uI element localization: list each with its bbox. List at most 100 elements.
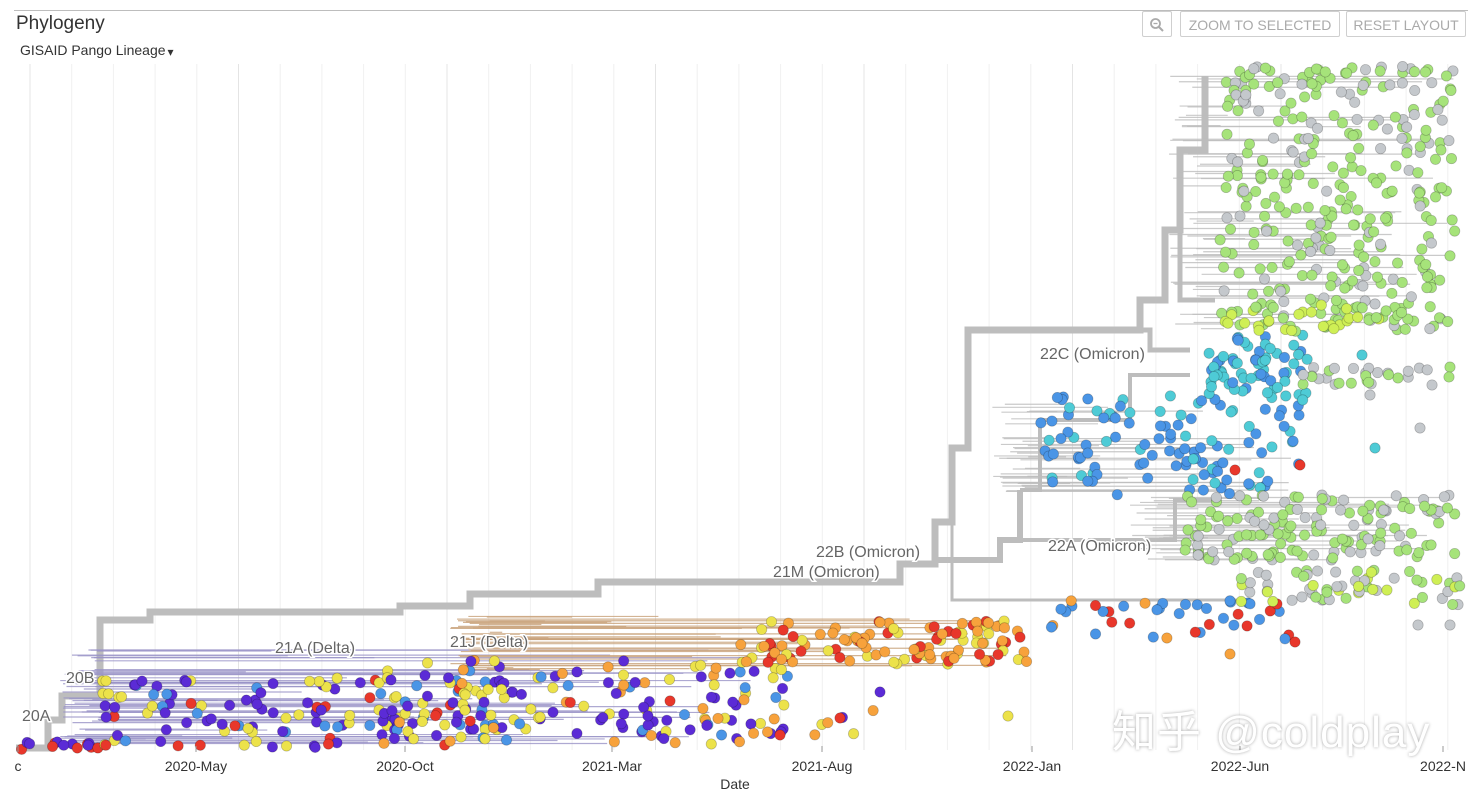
tree-tip (1287, 146, 1299, 158)
tree-tip (459, 689, 471, 701)
color-by-dropdown[interactable]: GISAID Pango Lineage ▾ (20, 42, 174, 59)
phylogeny-tree[interactable]: 20A 20B 21A (Delta) 21J (Delta) 21M (Omicron… (0, 60, 1472, 776)
tree-tip (1326, 210, 1338, 222)
tree-tip (1214, 234, 1226, 246)
tree-tip (159, 707, 171, 719)
tree-tip (1260, 197, 1272, 210)
tree-tip (1165, 428, 1177, 440)
tree-tip (1405, 527, 1417, 539)
tree-tip (617, 669, 630, 681)
tree-tip (1161, 632, 1173, 644)
zoom-button[interactable] (1142, 11, 1172, 37)
tree-tip (956, 617, 968, 629)
tree-tip (1383, 369, 1395, 381)
tree-tip (1353, 580, 1365, 592)
tree-tip (1338, 494, 1350, 506)
tree-tip (1232, 608, 1244, 620)
tree-tip (1223, 443, 1235, 455)
tree-tip (856, 637, 868, 649)
tree-tip (762, 726, 774, 738)
tree-tips[interactable] (16, 61, 1466, 755)
x-tick-label: 2021-Aug (792, 758, 853, 774)
tree-tip (748, 665, 760, 677)
grid-lines (29, 64, 1449, 750)
tree-tip (1187, 473, 1199, 486)
tree-tip (768, 713, 780, 725)
tree-tip (1293, 409, 1305, 421)
tree-tip (1279, 633, 1291, 645)
tree-tip (1250, 301, 1262, 313)
tree-tip (1369, 298, 1381, 310)
tree-tip (442, 672, 455, 684)
tree-tip (447, 697, 459, 709)
tree-tip (1432, 104, 1444, 116)
tree-tip (1272, 115, 1284, 127)
reset-layout-button[interactable]: RESET LAYOUT (1346, 11, 1466, 37)
tree-tip (952, 644, 965, 656)
tree-tip (1217, 457, 1229, 469)
tree-tip (1328, 323, 1340, 335)
tree-tip (1346, 275, 1359, 287)
tree-tip (1391, 257, 1404, 269)
tree-tip (556, 667, 568, 679)
tree-tip (795, 645, 807, 657)
tree-tip (364, 692, 376, 704)
tree-tip (46, 740, 59, 752)
tree-tip (1180, 430, 1192, 442)
tree-tip (618, 708, 630, 720)
zoom-to-selected-button[interactable]: ZOOM TO SELECTED (1180, 11, 1340, 37)
tree-tip (1224, 223, 1237, 235)
tree-tip (1437, 95, 1449, 107)
tree-tip (1365, 566, 1377, 578)
tree-tip (1408, 109, 1420, 121)
tree-tip (277, 725, 289, 738)
tree-tip (645, 729, 657, 742)
tree-tip (908, 644, 920, 656)
tree-tip (1063, 402, 1076, 414)
tree-tip (180, 676, 192, 688)
tree-tip (1319, 204, 1331, 217)
tree-tip (1425, 214, 1437, 226)
tree-tip (775, 653, 788, 665)
clade-label: 22B (Omicron) (816, 544, 920, 561)
tree-tip (1399, 323, 1411, 335)
tree-tip (1330, 294, 1342, 306)
tree-tip (1091, 405, 1103, 417)
tree-tip (1254, 263, 1266, 275)
tree-tip (1307, 579, 1319, 592)
tree-tip (1271, 381, 1284, 393)
tree-tip (464, 715, 476, 727)
tree-tip (1341, 67, 1353, 79)
tree-tip (1146, 449, 1158, 461)
tree-tip (1363, 376, 1375, 388)
tree-tip (1409, 84, 1421, 97)
tree-tip (439, 719, 451, 731)
tree-tip (1291, 239, 1304, 251)
tree-tip (1381, 584, 1393, 596)
tree-tip (1231, 512, 1243, 525)
tree-tip (1255, 368, 1267, 380)
tree-tip (1412, 167, 1424, 179)
tree-tip (1273, 201, 1285, 213)
tree-tip (705, 691, 717, 703)
tree-tip (1047, 476, 1059, 488)
tree-tip (229, 720, 241, 732)
tree-tip (724, 667, 736, 679)
tree-tip (1280, 390, 1292, 402)
tree-tip (1447, 598, 1459, 611)
tree-tip (100, 675, 112, 687)
tree-tip (602, 661, 614, 673)
tree-tip (1250, 185, 1262, 198)
tree-tip (1352, 311, 1364, 323)
tree-tip (1401, 544, 1413, 556)
tree-tip (1258, 519, 1270, 531)
tree-tip (1227, 377, 1239, 389)
tree-tip (1299, 529, 1311, 541)
tree-tip (1278, 296, 1290, 308)
tree-tip (109, 701, 121, 713)
tree-tip (1228, 619, 1240, 631)
tree-tip (1252, 506, 1265, 518)
tree-tip (1356, 349, 1368, 361)
tree-tip (1286, 324, 1298, 337)
tree-tip (1297, 378, 1309, 390)
